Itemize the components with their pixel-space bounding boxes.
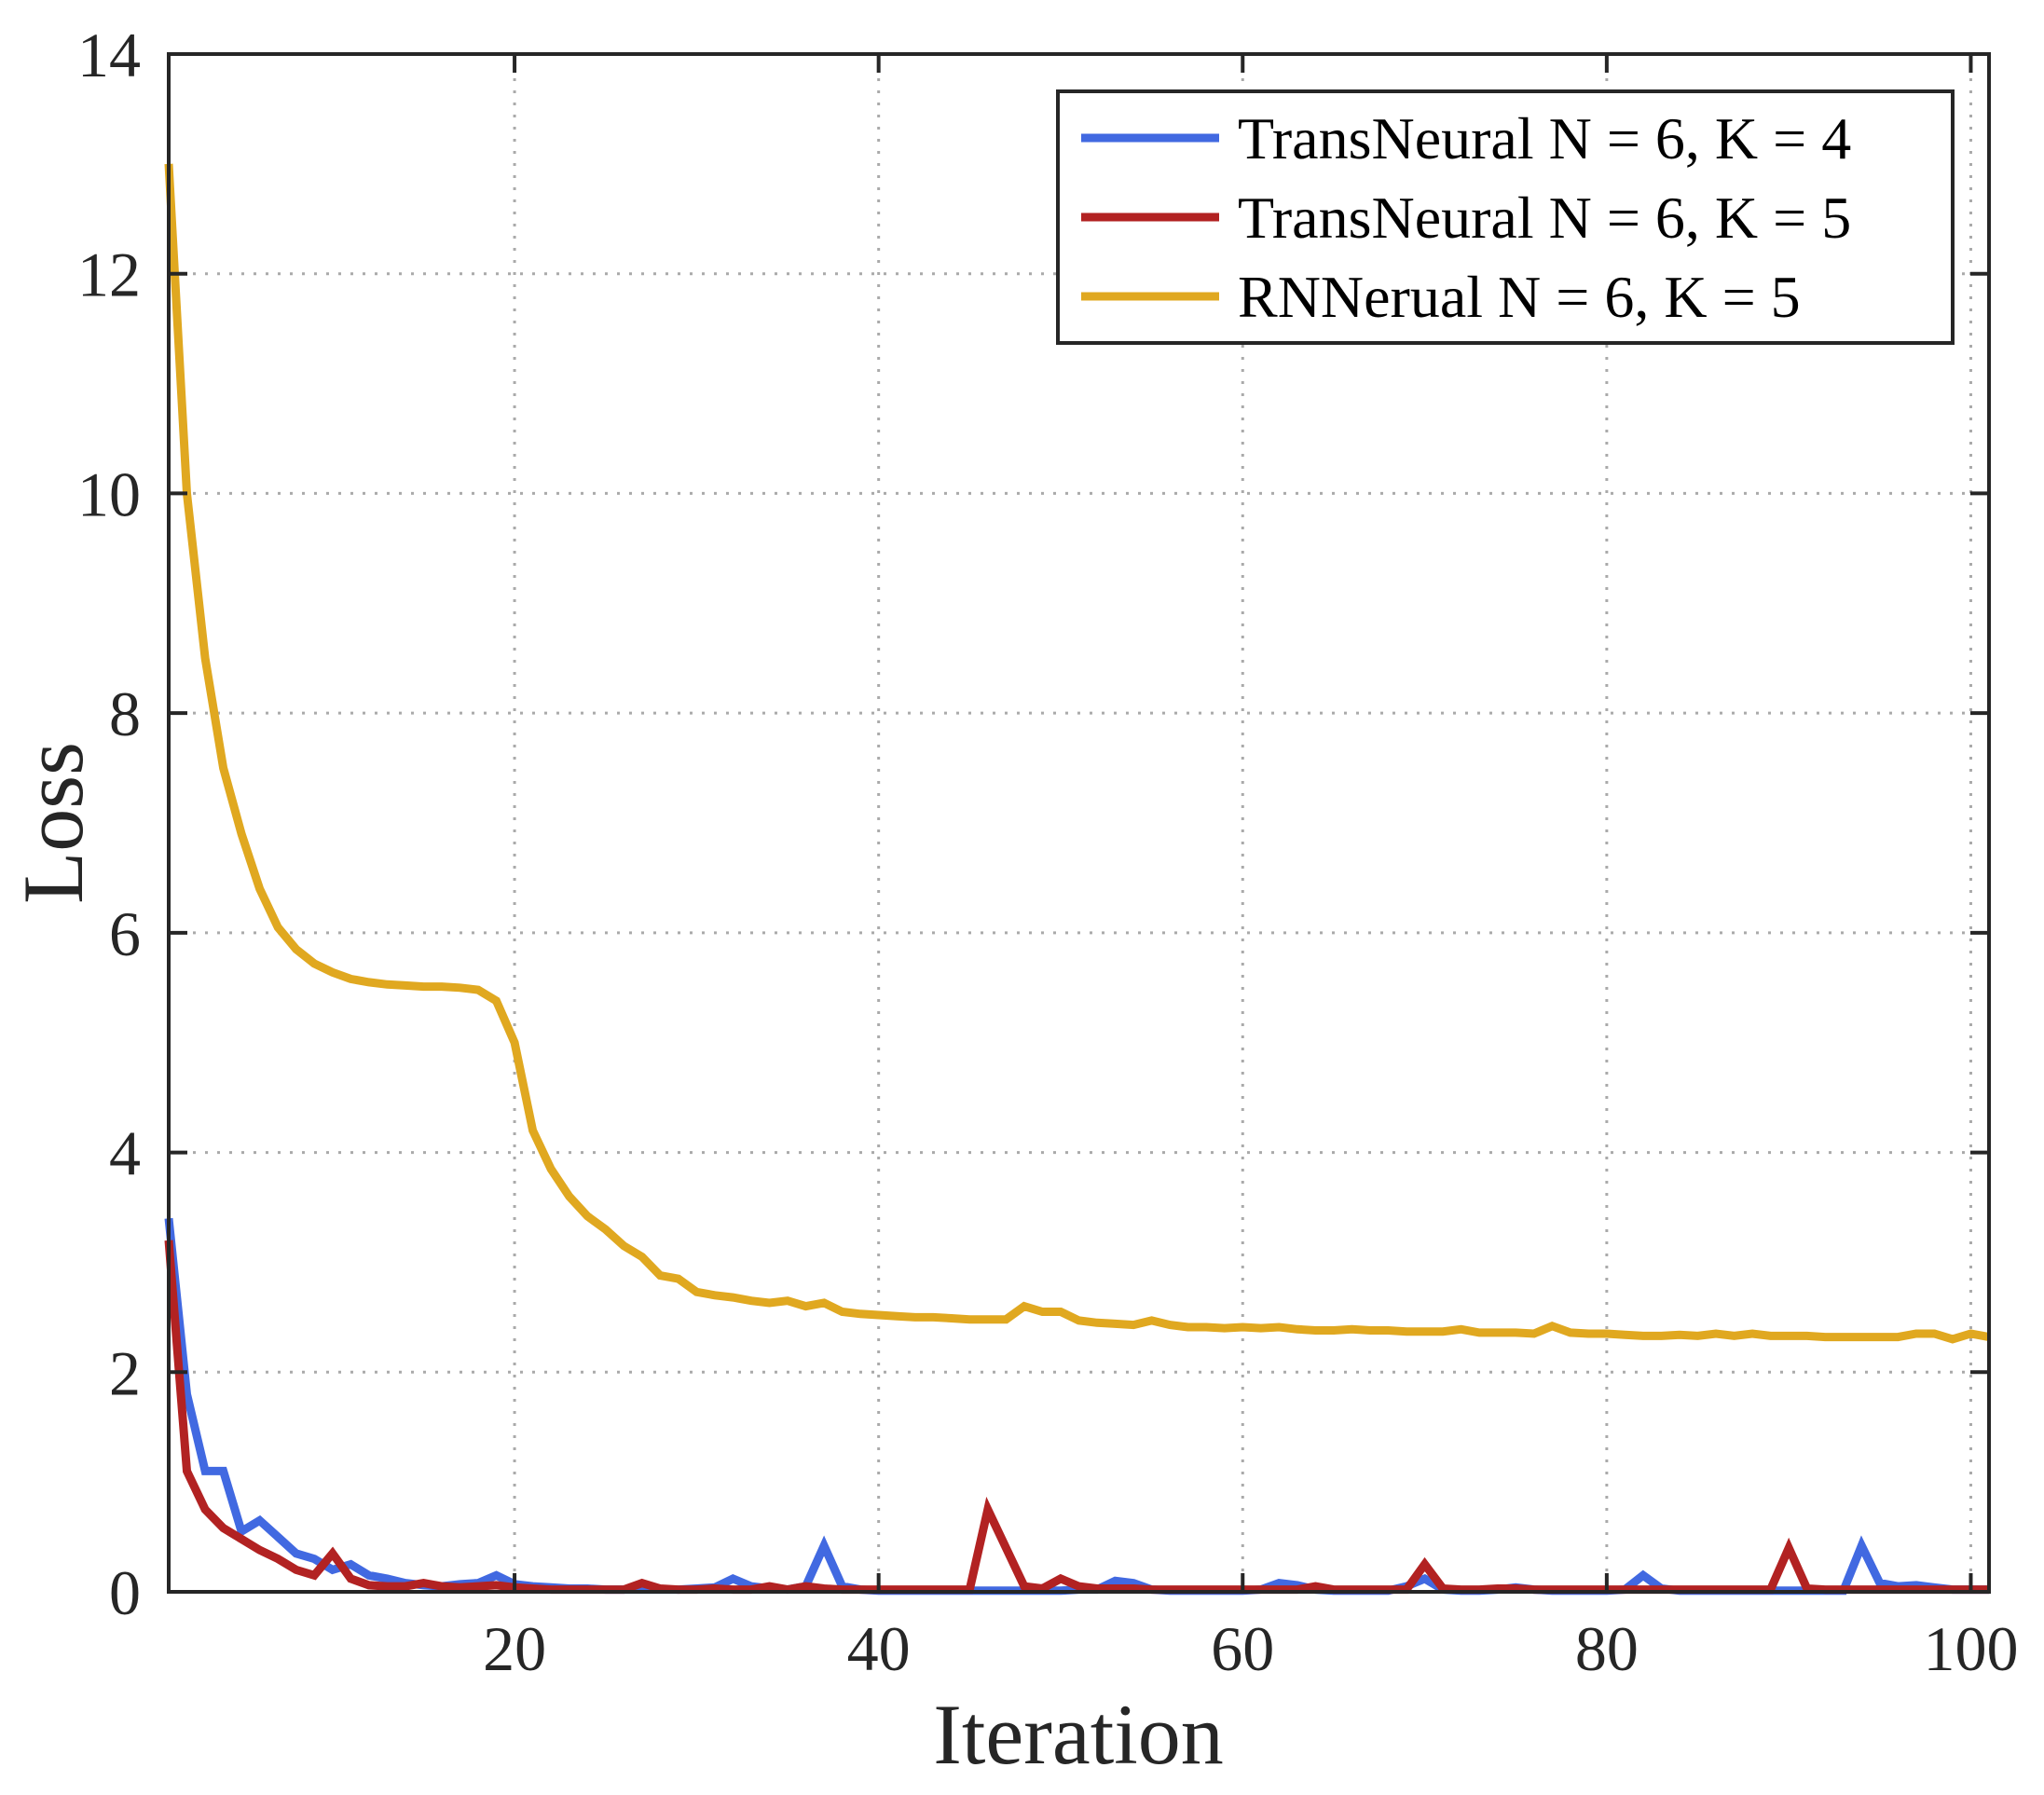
x-tick-label: 80: [1575, 1613, 1639, 1684]
y-tick-label: 4: [109, 1118, 141, 1189]
series-line-2: [164, 163, 1990, 1344]
y-tick-label: 12: [77, 240, 141, 310]
plot-frame: [167, 52, 1991, 1594]
y-axis-label: Loss: [6, 742, 101, 904]
x-axis-label: Iteration: [933, 1687, 1224, 1782]
x-tick-label: 40: [847, 1613, 911, 1684]
x-tick-label: 60: [1211, 1613, 1274, 1684]
y-tick-label: 6: [109, 898, 141, 969]
series-line-1: [164, 1240, 1989, 1595]
legend-label-transneural-k5: TransNeural N = 6, K = 5: [1238, 185, 1851, 251]
legend-label-rnnerual-k5: RNNerual N = 6, K = 5: [1238, 264, 1801, 330]
x-tick-label: 20: [483, 1613, 546, 1684]
y-tick-label: 2: [109, 1337, 141, 1408]
y-tick-label: 14: [77, 20, 141, 90]
axis-ticks: [169, 52, 1989, 1594]
y-tick-label: 0: [109, 1557, 141, 1628]
x-tick-label: 100: [1923, 1613, 2018, 1684]
tick-labels: 20 40 60 80 100 0 2 4 6 8 10 12 14: [77, 20, 2018, 1684]
y-tick-label: 10: [77, 459, 141, 529]
legend: TransNeural N = 6, K = 4 TransNeural N =…: [1056, 89, 1955, 345]
y-tick-label: 8: [109, 678, 141, 749]
legend-label-transneural-k4: TransNeural N = 6, K = 4: [1238, 105, 1851, 171]
